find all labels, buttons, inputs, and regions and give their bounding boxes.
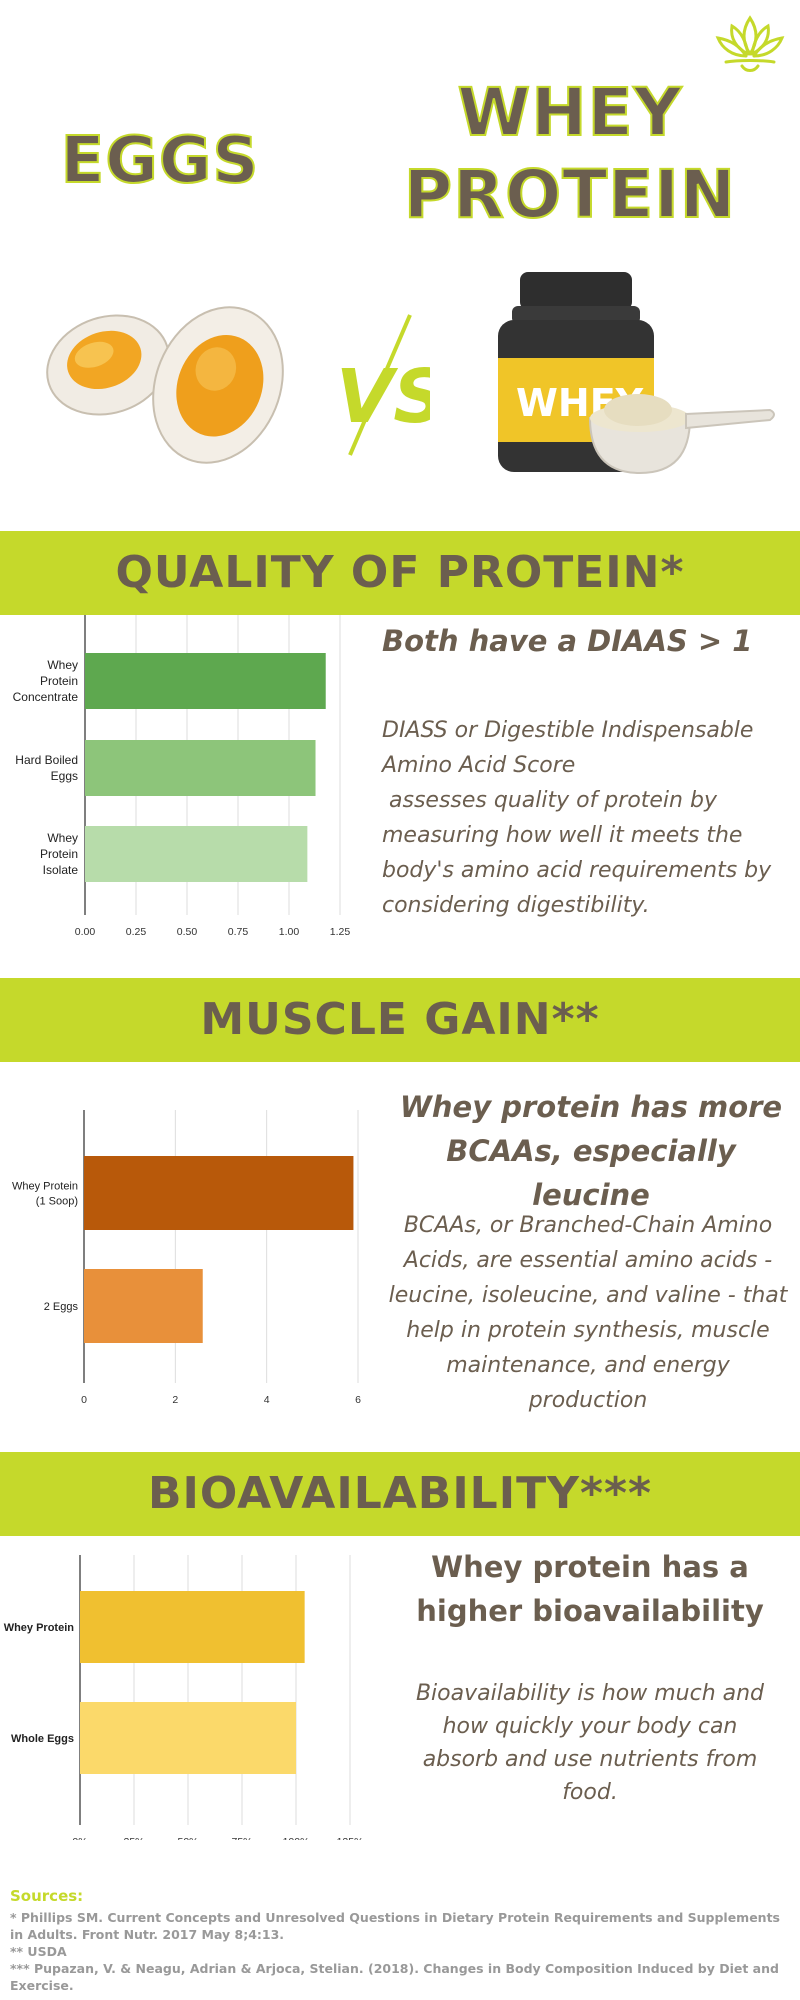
quality-headline: Both have a DIAAS > 1 <box>382 624 753 658</box>
x-tick-label: 1.00 <box>279 926 300 938</box>
x-tick-label: 25% <box>123 1836 144 1840</box>
muscle-title: MUSCLE GAIN** <box>200 994 600 1045</box>
bioavailability-chart: 0% 25% 50% 75% 100% 125% Whey Protein Whole Egg… <box>4 1555 364 1840</box>
muscle-headline: Whey protein has more BCAAs, especially … <box>399 1090 783 1212</box>
source-line-1: * Phillips SM. Current Concepts and Unre… <box>10 1910 780 1942</box>
category-label: Hard Boiled <box>15 753 78 767</box>
category-label: 2 Eggs <box>44 1301 79 1313</box>
vs-icon: VS <box>336 314 430 456</box>
category-label: Whole Eggs <box>11 1733 74 1745</box>
vs-label: VS <box>336 354 430 440</box>
x-tick-label: 4 <box>264 1394 270 1406</box>
sources-section: Sources: * Phillips SM. Current Concepts… <box>10 1888 790 1994</box>
quality-paragraph-line2: assesses quality of protein by measuring… <box>382 788 779 918</box>
x-tick-label: 0 <box>81 1394 87 1406</box>
category-label: (1 Soop) <box>36 1195 78 1207</box>
x-tick-label: 2 <box>172 1394 178 1406</box>
category-label: Concentrate <box>13 690 79 704</box>
category-label: Whey Protein <box>4 1622 75 1634</box>
category-label: Protein <box>40 847 78 861</box>
lotus-logo <box>715 15 785 72</box>
muscle-paragraph: BCAAs, or Branched-Chain Amino Acids, ar… <box>388 1213 788 1413</box>
category-label: Whey <box>47 831 78 845</box>
x-tick-label: 75% <box>231 1836 252 1840</box>
sources-heading: Sources: <box>10 1887 84 1905</box>
quality-chart: 0.00 0.25 0.50 0.75 1.00 1.25 Whey Protein Conce… <box>13 615 351 938</box>
source-line-2: ** USDA <box>10 1944 67 1959</box>
x-tick-label: 0% <box>72 1836 87 1840</box>
bar <box>84 1269 203 1343</box>
bioavailability-band: BIOAVAILABILITY*** <box>0 1452 800 1536</box>
x-tick-label: 100% <box>283 1836 310 1840</box>
category-label: Eggs <box>51 769 78 783</box>
bar <box>80 1591 305 1663</box>
eggs-title: EGGS <box>60 124 260 198</box>
bar <box>80 1702 296 1774</box>
whey-title-line2: PROTEIN <box>403 156 737 233</box>
x-tick-label: 0.25 <box>126 926 147 938</box>
x-tick-label: 0.50 <box>177 926 198 938</box>
muscle-band: MUSCLE GAIN** <box>0 978 800 1062</box>
x-tick-label: 1.25 <box>330 926 351 938</box>
x-tick-label: 50% <box>177 1836 198 1840</box>
bioavailability-headline: Whey protein has a higher bioavailabilit… <box>416 1550 764 1628</box>
quality-title: QUALITY OF PROTEIN* <box>115 547 685 598</box>
quality-paragraph: DIASS or Digestible Indispensable Amino … <box>382 713 782 923</box>
x-tick-label: 0.75 <box>228 926 249 938</box>
category-label: Whey <box>47 658 78 672</box>
whey-title-line1: WHEY <box>457 74 683 151</box>
category-label: Isolate <box>43 863 79 877</box>
bar <box>84 1156 354 1230</box>
bar <box>85 826 308 882</box>
category-label: Protein <box>40 674 78 688</box>
whey-jar-image: WHEY <box>498 272 775 475</box>
x-tick-label: 0.00 <box>75 926 96 938</box>
bioavailability-paragraph: Bioavailability is how much and how quic… <box>415 1681 765 1805</box>
quality-paragraph-line1: DIASS or Digestible Indispensable Amino … <box>382 718 754 778</box>
category-label: Whey Protein <box>12 1180 78 1192</box>
source-line-3: *** Pupazan, V. & Neagu, Adrian & Arjoca… <box>10 1961 779 1993</box>
x-tick-label: 6 <box>355 1394 361 1406</box>
quality-band: QUALITY OF PROTEIN* <box>0 531 800 615</box>
x-tick-label: 125% <box>337 1836 364 1840</box>
bioavailability-title: BIOAVAILABILITY*** <box>148 1468 652 1519</box>
bar <box>85 653 326 709</box>
boiled-eggs-image <box>46 306 284 464</box>
bar <box>85 740 316 796</box>
muscle-chart: 0 2 4 6 Whey Protein (1 Soop) 2 Eggs <box>12 1110 361 1406</box>
